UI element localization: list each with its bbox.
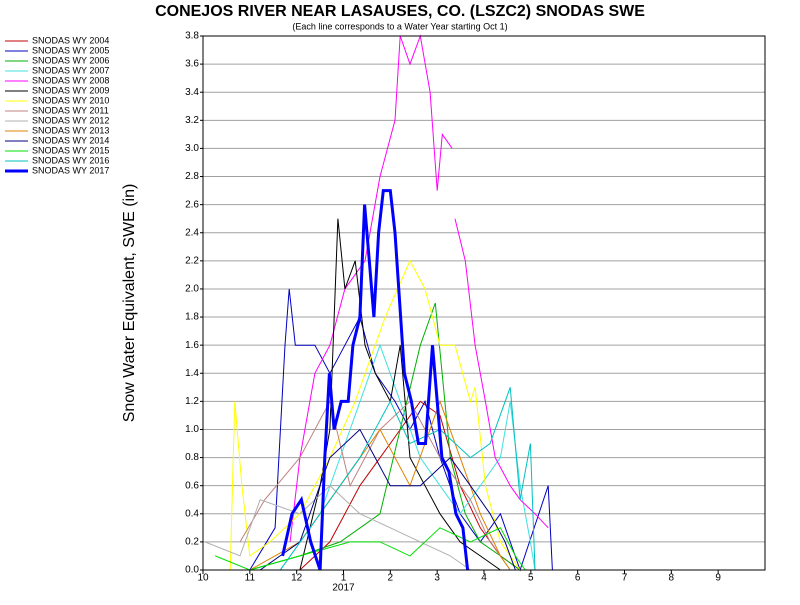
plot-frame: [202, 35, 766, 571]
y-tick-label: 2.6: [185, 199, 199, 210]
x-tick-label: 9: [715, 573, 721, 584]
y-tick-label: 2.0: [185, 284, 199, 295]
legend-label: SNODAS WY 2017: [32, 165, 109, 175]
x-tick-label: 5: [528, 573, 534, 584]
series-line: [249, 302, 521, 571]
y-tick-label: 2.4: [185, 227, 199, 238]
x-tick-label: 10: [197, 573, 209, 584]
y-tick-label: 3.6: [185, 59, 199, 70]
series-line: [299, 218, 501, 571]
y-tick-label: 0.8: [185, 452, 199, 463]
y-tick-label: 0.2: [185, 537, 199, 548]
legend-label: SNODAS WY 2016: [32, 155, 109, 165]
y-tick-label: 1.0: [185, 424, 199, 435]
y-tick-label: 0.4: [185, 508, 199, 519]
legend-label: SNODAS WY 2015: [32, 145, 109, 155]
y-tick-label: 1.4: [185, 368, 199, 379]
chart-subtitle: (Each line corresponds to a Water Year s…: [292, 21, 507, 31]
legend-label: SNODAS WY 2011: [32, 105, 109, 115]
legend-label: SNODAS WY 2012: [32, 115, 109, 125]
series-line: [249, 288, 553, 572]
x-tick-label: 4: [481, 573, 487, 584]
legend-label: SNODAS WY 2014: [32, 135, 109, 145]
y-tick-label: 2.2: [185, 255, 199, 266]
y-tick-label: 3.2: [185, 115, 199, 126]
legend-label: SNODAS WY 2004: [32, 35, 109, 45]
y-tick-label: 1.8: [185, 312, 199, 323]
x-annotation: 2017: [332, 583, 355, 594]
x-tick-label: 11: [245, 573, 256, 584]
x-tick-label: 7: [622, 573, 628, 584]
legend-label: SNODAS WY 2010: [32, 95, 109, 105]
series-line: [259, 428, 516, 571]
y-tick-label: 0.6: [185, 480, 199, 491]
series-line: [215, 527, 526, 571]
series-line: [289, 34, 549, 542]
x-tick-label: 2: [388, 573, 394, 584]
y-tick-label: 3.0: [185, 143, 199, 154]
legend-label: SNODAS WY 2008: [32, 75, 109, 85]
legend-label: SNODAS WY 2007: [32, 65, 109, 75]
y-tick-label: 0.0: [185, 565, 199, 576]
chart-title: CONEJOS RIVER NEAR LASAUSES, CO. (LSZC2)…: [155, 3, 645, 20]
legend-label: SNODAS WY 2009: [32, 85, 109, 95]
y-tick-label: 2.8: [185, 171, 199, 182]
x-tick-label: 8: [669, 573, 675, 584]
legend-label: SNODAS WY 2013: [32, 125, 109, 135]
x-tick-label: 3: [434, 573, 440, 584]
x-tick-label: 1: [341, 573, 347, 584]
series-line: [279, 387, 536, 571]
series-line: [204, 485, 471, 571]
x-tick-label: 6: [575, 573, 581, 584]
y-tick-label: 1.2: [185, 396, 199, 407]
y-axis-label: Snow Water Equivalent, SWE (in): [121, 184, 138, 423]
series-line: [281, 189, 470, 571]
y-tick-label: 3.8: [185, 31, 199, 42]
x-tick-label: 12: [291, 573, 303, 584]
series-line: [279, 343, 536, 571]
y-tick-label: 1.6: [185, 340, 199, 351]
legend-label: SNODAS WY 2005: [32, 45, 109, 55]
y-tick-label: 3.4: [185, 87, 199, 98]
legend-label: SNODAS WY 2006: [32, 55, 109, 65]
